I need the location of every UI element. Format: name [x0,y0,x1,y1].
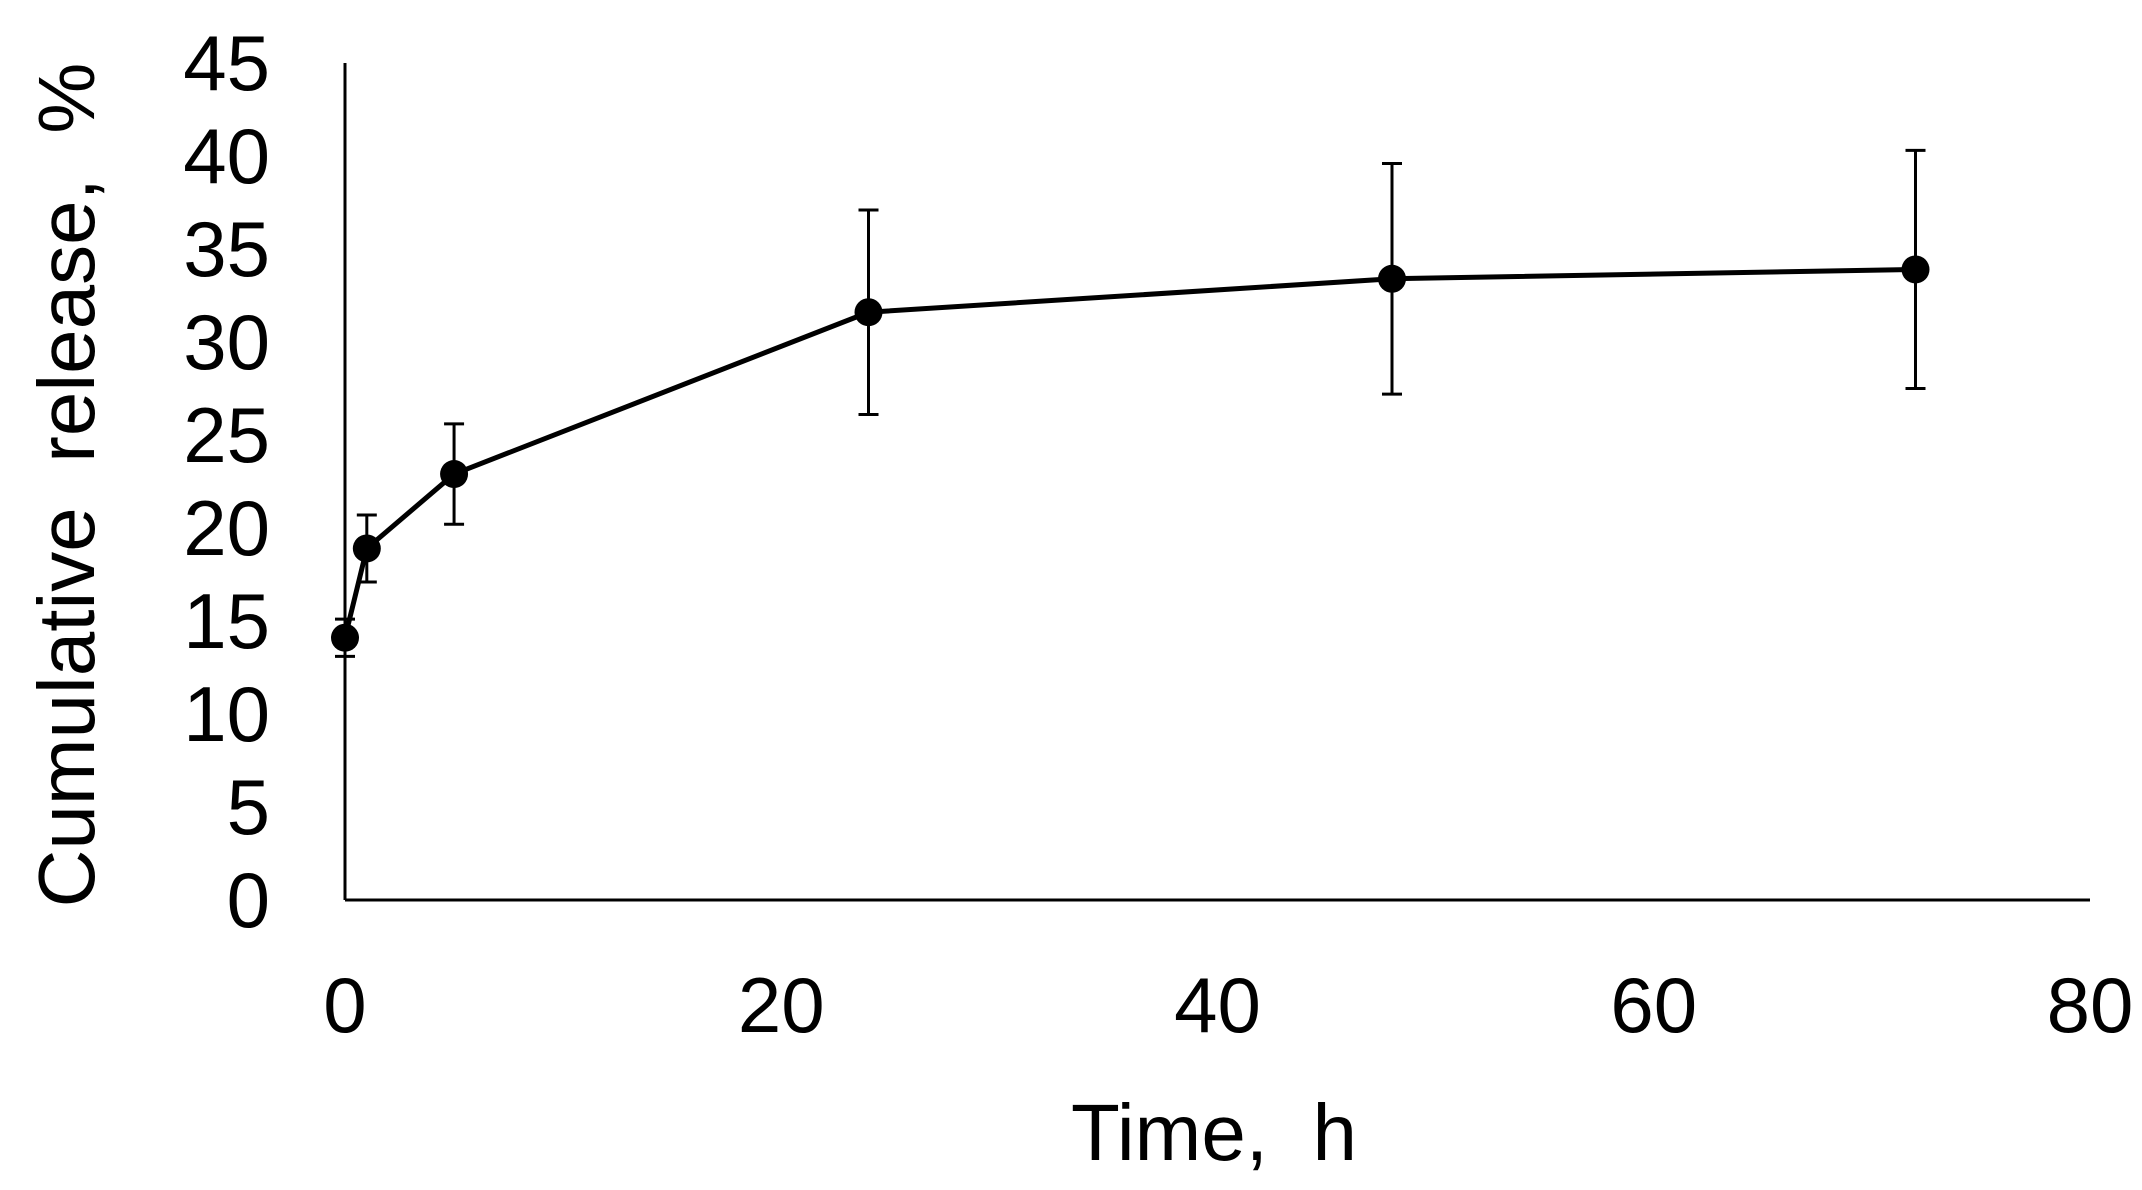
x-axis-title: Time, h [1071,1088,1357,1177]
y-tick-label: 40 [183,112,270,200]
x-tick-label: 20 [738,961,825,1049]
x-tick-label: 40 [1174,961,1261,1049]
series-line [342,266,1916,639]
axes [343,63,2090,902]
x-tick-label: 0 [323,961,366,1049]
y-tick-label: 15 [183,577,270,665]
x-tick-label: 60 [1610,961,1697,1049]
data-point [331,623,359,652]
y-tick-label: 5 [227,763,270,851]
data-point [440,460,469,489]
data-point [1378,264,1406,293]
data-point [854,298,883,327]
data-point [1901,255,1930,284]
y-axis-title: Cumulative release, % [22,63,111,908]
y-tick-label: 30 [183,298,270,386]
error-bars [335,148,1926,658]
x-tick-labels: 0 20 40 60 80 [323,961,2133,1049]
data-point [352,534,381,563]
y-tick-label: 25 [183,391,270,479]
y-tick-label: 0 [227,856,270,944]
y-tick-label: 10 [183,670,270,758]
y-tick-label: 35 [183,205,270,293]
data-points [331,255,1930,652]
y-tick-label: 45 [183,19,270,107]
x-tick-label: 80 [2047,961,2134,1049]
y-tick-label: 20 [183,484,270,572]
release-curve [342,266,1916,639]
